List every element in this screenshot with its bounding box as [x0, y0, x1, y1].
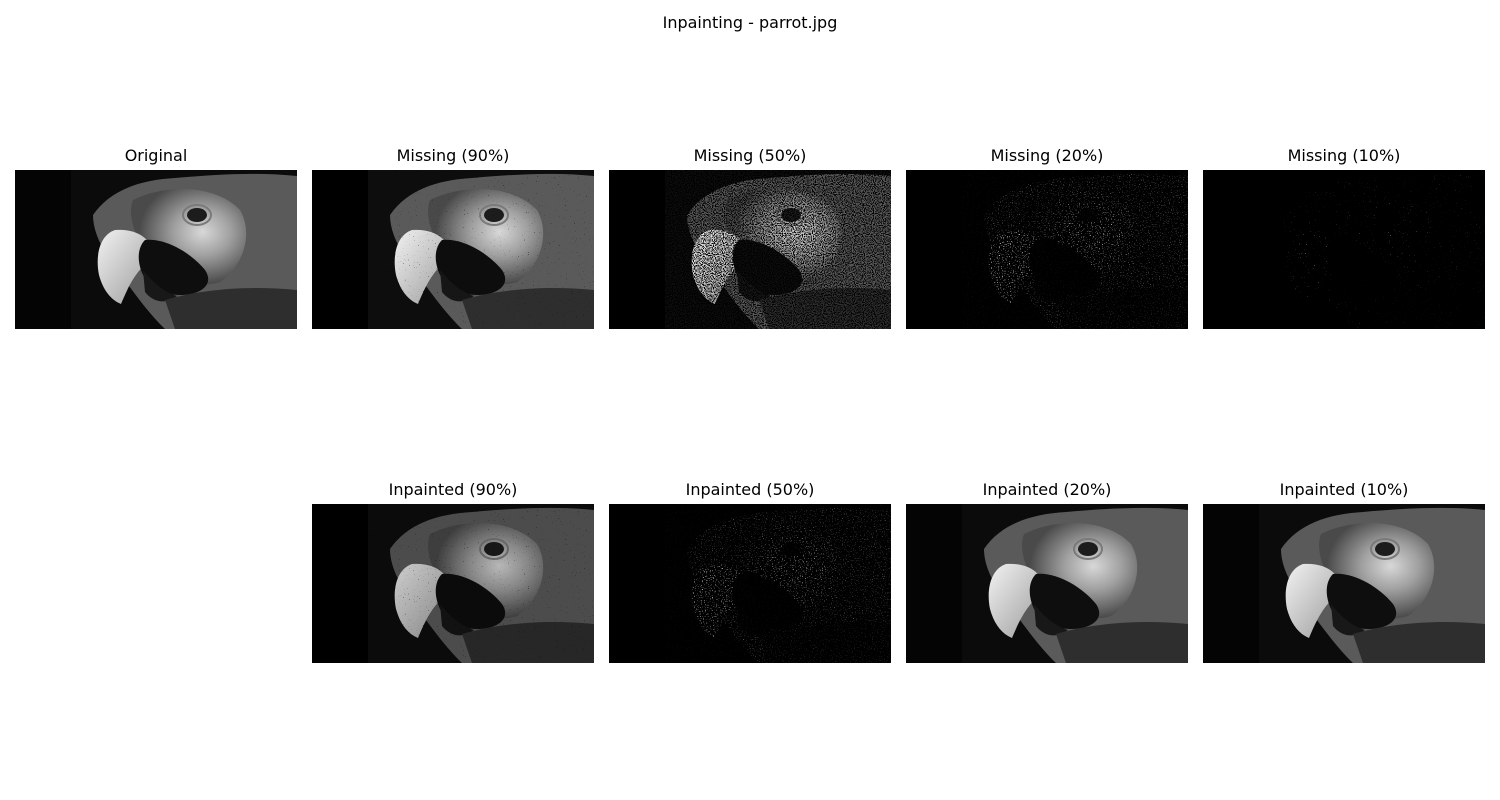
missing-10-image — [1203, 170, 1485, 329]
missing-90-image — [312, 170, 594, 329]
panel-inpainted-50: Inpainted (50%) — [609, 480, 891, 663]
panel-title: Missing (50%) — [693, 146, 807, 165]
missing-50-image — [609, 170, 891, 329]
panel-title: Inpainted (90%) — [388, 480, 518, 499]
panel-title: Original — [124, 146, 188, 165]
panel-missing-50: Missing (50%) — [609, 146, 891, 329]
panel-inpainted-10: Inpainted (10%) — [1203, 480, 1485, 663]
inpainted-20-image — [906, 504, 1188, 663]
panel-inpainted-90: Inpainted (90%) — [312, 480, 594, 663]
panel-original: Original — [15, 146, 297, 329]
panel-title: Missing (10%) — [1287, 146, 1401, 165]
inpainted-50-image — [609, 504, 891, 663]
panel-title: Inpainted (20%) — [982, 480, 1112, 499]
missing-20-image — [906, 170, 1188, 329]
panel-missing-10: Missing (10%) — [1203, 146, 1485, 329]
figure-title: Inpainting - parrot.jpg — [662, 13, 838, 32]
inpainted-90-image — [312, 504, 594, 663]
panel-missing-90: Missing (90%) — [312, 146, 594, 329]
panel-title: Missing (20%) — [990, 146, 1104, 165]
original-image — [15, 170, 297, 329]
panel-title: Inpainted (50%) — [685, 480, 815, 499]
inpainted-10-image — [1203, 504, 1485, 663]
panel-title: Inpainted (10%) — [1279, 480, 1409, 499]
panel-title: Missing (90%) — [396, 146, 510, 165]
panel-missing-20: Missing (20%) — [906, 146, 1188, 329]
panel-inpainted-20: Inpainted (20%) — [906, 480, 1188, 663]
